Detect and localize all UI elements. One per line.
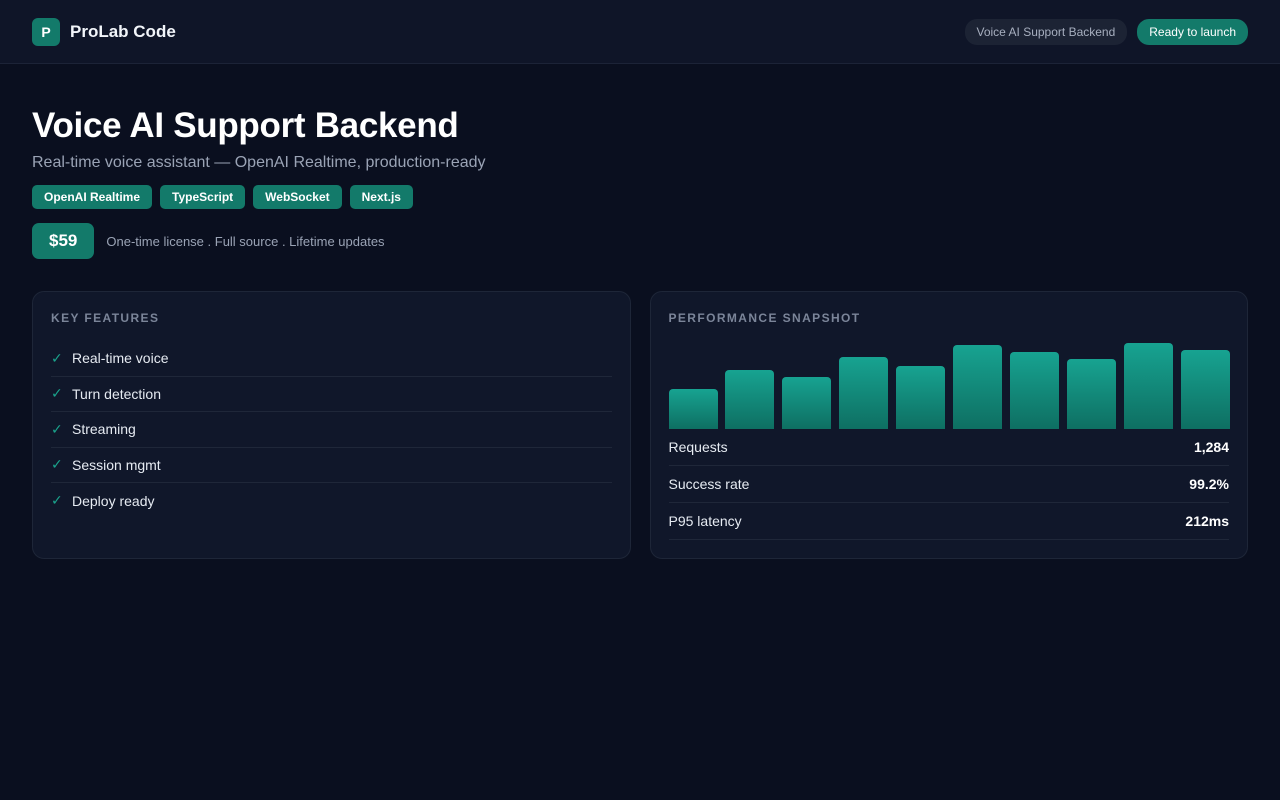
- feature-list: ✓ Real-time voice ✓ Turn detection ✓ Str…: [51, 341, 612, 519]
- chart-bar: [782, 377, 832, 429]
- tech-tags: OpenAI Realtime TypeScript WebSocket Nex…: [32, 185, 1248, 209]
- feature-item: ✓ Session mgmt: [51, 448, 612, 483]
- performance-card: PERFORMANCE SNAPSHOT Requests 1,284 Succ…: [649, 291, 1248, 559]
- logo-icon: P: [32, 17, 60, 46]
- stat-row-success-rate: Success rate 99.2%: [668, 466, 1229, 503]
- check-icon: ✓: [51, 385, 63, 402]
- stat-label: Success rate: [668, 476, 750, 492]
- tag-openai-realtime: OpenAI Realtime: [32, 185, 153, 209]
- stat-value: 1,284: [1193, 439, 1229, 455]
- page-subtitle: Real-time voice assistant — OpenAI Realt…: [32, 154, 486, 171]
- chart-bar: [725, 370, 775, 429]
- price-note: One-time license . Full source . Lifetim…: [106, 233, 385, 249]
- chart-bar: [1180, 350, 1230, 429]
- tag-websocket: WebSocket: [253, 185, 342, 209]
- check-icon: ✓: [51, 420, 63, 437]
- stat-row-p95-latency: P95 latency 212ms: [668, 503, 1229, 540]
- feature-item: ✓ Real-time voice: [51, 341, 612, 377]
- project-pill[interactable]: Voice AI Support Backend: [964, 18, 1128, 45]
- feature-label: Streaming: [72, 421, 136, 438]
- top-bar: P ProLab Code Voice AI Support Backend R…: [0, 0, 1280, 64]
- stats-list: Requests 1,284 Success rate 99.2% P95 la…: [668, 429, 1229, 540]
- chart-bar: [1066, 359, 1116, 429]
- stat-label: Requests: [668, 439, 728, 455]
- chart-bar: [839, 357, 889, 429]
- chart-bar: [952, 345, 1002, 429]
- feature-item: ✓ Deploy ready: [51, 483, 612, 519]
- feature-label: Deploy ready: [72, 492, 155, 509]
- stat-value: 99.2%: [1189, 476, 1229, 492]
- check-icon: ✓: [51, 456, 63, 473]
- chart-bar: [896, 366, 946, 429]
- stat-row-requests: Requests 1,284: [668, 429, 1229, 466]
- price-badge[interactable]: $59: [32, 223, 95, 259]
- check-icon: ✓: [51, 349, 63, 366]
- hero: Voice AI Support Backend Real-time voice…: [0, 64, 1280, 259]
- page-title: Voice AI Support Backend: [32, 106, 459, 145]
- cards: KEY FEATURES ✓ Real-time voice ✓ Turn de…: [0, 259, 1280, 559]
- tag-nextjs: Next.js: [349, 185, 413, 209]
- performance-title: PERFORMANCE SNAPSHOT: [668, 311, 861, 325]
- features-card: KEY FEATURES ✓ Real-time voice ✓ Turn de…: [32, 291, 631, 559]
- status-pill[interactable]: Ready to launch: [1137, 18, 1248, 45]
- chart-bar: [1009, 352, 1059, 429]
- performance-bar-chart: [668, 341, 1230, 429]
- feature-item: ✓ Streaming: [51, 412, 612, 448]
- brand-name: ProLab Code: [70, 21, 176, 41]
- feature-label: Turn detection: [72, 385, 161, 402]
- stat-label: P95 latency: [668, 513, 742, 529]
- brand[interactable]: P ProLab Code: [32, 17, 176, 46]
- price-row: $59 One-time license . Full source . Lif…: [32, 223, 1248, 259]
- check-icon: ✓: [51, 492, 63, 509]
- tag-typescript: TypeScript: [160, 185, 246, 209]
- chart-bar: [1123, 343, 1173, 429]
- feature-label: Real-time voice: [72, 350, 169, 367]
- stat-value: 212ms: [1185, 513, 1229, 529]
- feature-item: ✓ Turn detection: [51, 377, 612, 412]
- chart-bar: [668, 389, 718, 429]
- features-title: KEY FEATURES: [51, 311, 160, 325]
- feature-label: Session mgmt: [72, 456, 161, 473]
- header-actions: Voice AI Support Backend Ready to launch: [964, 18, 1248, 45]
